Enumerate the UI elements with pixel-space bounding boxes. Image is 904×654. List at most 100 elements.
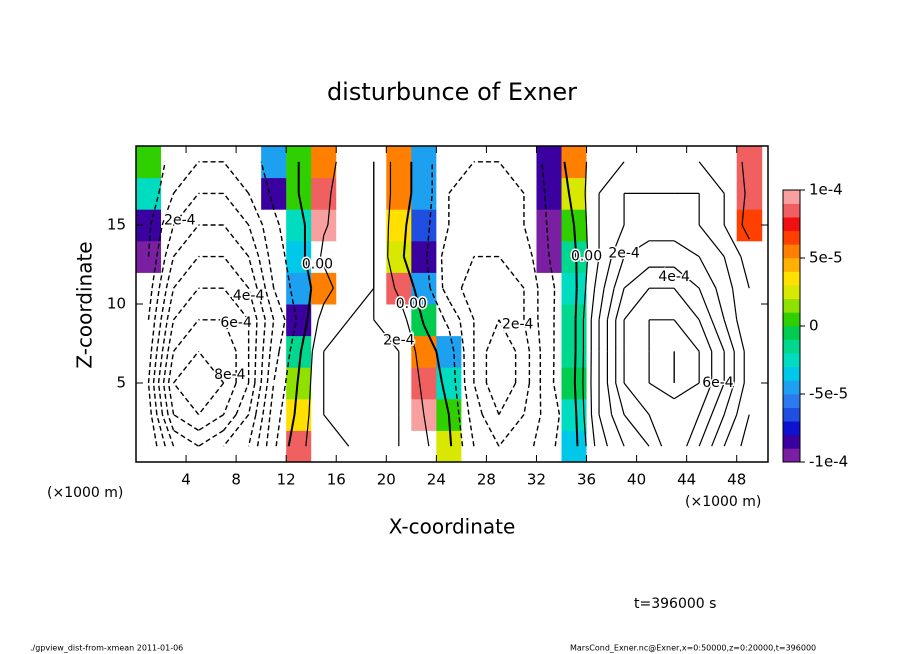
- contour-line: [448, 300, 461, 321]
- field-cell: [661, 146, 688, 179]
- contour-label: 8e-4: [214, 367, 246, 383]
- field-cell: [336, 209, 362, 242]
- contour-line: [406, 319, 417, 352]
- contour-line: [498, 382, 517, 415]
- field-cell: [561, 398, 588, 431]
- field-cell: [161, 398, 187, 431]
- field-cell: [411, 367, 437, 400]
- contour-line: [741, 161, 746, 194]
- contour-line: [435, 351, 444, 384]
- contour-line: [255, 382, 262, 415]
- chart-title: disturbunce of Exner: [327, 78, 577, 106]
- colorbar-band: [783, 312, 800, 327]
- field-cell: [486, 209, 512, 242]
- colorbar-band: [783, 421, 800, 436]
- field-cell: [436, 240, 462, 273]
- contour-line: [247, 382, 256, 415]
- contour-line: [147, 288, 153, 320]
- contour-line: [157, 351, 164, 384]
- contour-line: [443, 319, 450, 330]
- contour-line: [160, 288, 168, 320]
- field-cell: [436, 304, 462, 337]
- field-cell: [136, 335, 162, 368]
- field-cell: [336, 398, 362, 431]
- contour-label: 6e-4: [702, 375, 734, 391]
- field-cell: [436, 335, 462, 368]
- field-cell: [211, 335, 237, 368]
- contour-line: [150, 193, 160, 226]
- contour-line: [686, 414, 700, 447]
- contour-line: [262, 382, 269, 415]
- contour-line: [152, 351, 158, 384]
- field-cell: [561, 240, 588, 273]
- contour-line: [740, 256, 750, 289]
- contour-line: [296, 372, 300, 384]
- field-cell: [736, 177, 763, 210]
- contour-line: [740, 414, 750, 447]
- contour-line: [711, 382, 725, 415]
- field-cell: [286, 272, 312, 305]
- field-cell: [736, 304, 763, 337]
- contour-line: [648, 414, 663, 447]
- field-cell: [361, 430, 387, 462]
- field-cell: [161, 430, 187, 462]
- field-cell: [536, 209, 563, 242]
- y-tick-label: 15: [107, 216, 126, 234]
- contour-line: [222, 319, 237, 352]
- contour-label: 4e-4: [233, 288, 265, 304]
- contour-line: [398, 297, 408, 320]
- field-cell: [361, 335, 387, 368]
- contour-line: [284, 351, 291, 384]
- contour-line: [264, 288, 275, 320]
- field-cell: [561, 177, 588, 210]
- contour-line: [297, 351, 302, 373]
- x-tick-label: 16: [327, 471, 346, 489]
- contour-line: [573, 351, 577, 384]
- contour-label: 0.00: [396, 296, 427, 312]
- contour-line: [673, 266, 700, 289]
- contour-line: [426, 224, 431, 257]
- contour-line: [459, 319, 465, 352]
- contour-line: [573, 224, 578, 257]
- contour-line: [172, 287, 200, 321]
- colorbar-band: [783, 203, 800, 218]
- field-cell: [311, 272, 337, 305]
- contour-line: [598, 288, 605, 320]
- contour-line: [723, 319, 735, 352]
- colorbar-band: [783, 339, 800, 354]
- contour-line: [448, 161, 475, 194]
- contour-line: [173, 414, 199, 431]
- field-cell: [136, 398, 162, 431]
- field-cell: [636, 146, 663, 179]
- y-tick-label: 10: [107, 295, 126, 313]
- contour-line: [485, 382, 500, 415]
- contour-line: [172, 256, 200, 289]
- field-cell: [611, 430, 638, 462]
- contour-line: [582, 351, 585, 384]
- contour-line: [448, 328, 455, 352]
- contour-line: [711, 319, 725, 352]
- footer-left: ./gpview_dist-from-xmean 2011-01-06: [30, 644, 183, 653]
- y-axis-label: Z-coordinate: [73, 241, 97, 368]
- contour-line: [598, 414, 608, 447]
- field-cell: [436, 272, 462, 305]
- contour-line: [741, 224, 750, 240]
- contour-line: [623, 382, 650, 415]
- contour-line: [498, 256, 525, 289]
- contour-line: [582, 382, 585, 415]
- contour-line: [590, 288, 596, 320]
- contour-line: [172, 192, 200, 226]
- contour-line: [157, 382, 164, 415]
- contour-line: [223, 192, 250, 226]
- field-cell: [661, 209, 688, 242]
- contour-line: [151, 256, 158, 289]
- x-tick-label: 36: [577, 471, 596, 489]
- contour-line: [269, 382, 275, 415]
- contour-line: [485, 319, 500, 352]
- contour-line: [585, 256, 589, 289]
- field-cell: [536, 430, 563, 462]
- contour-line: [698, 319, 713, 352]
- field-cell: [311, 304, 337, 337]
- contour-line: [320, 256, 325, 266]
